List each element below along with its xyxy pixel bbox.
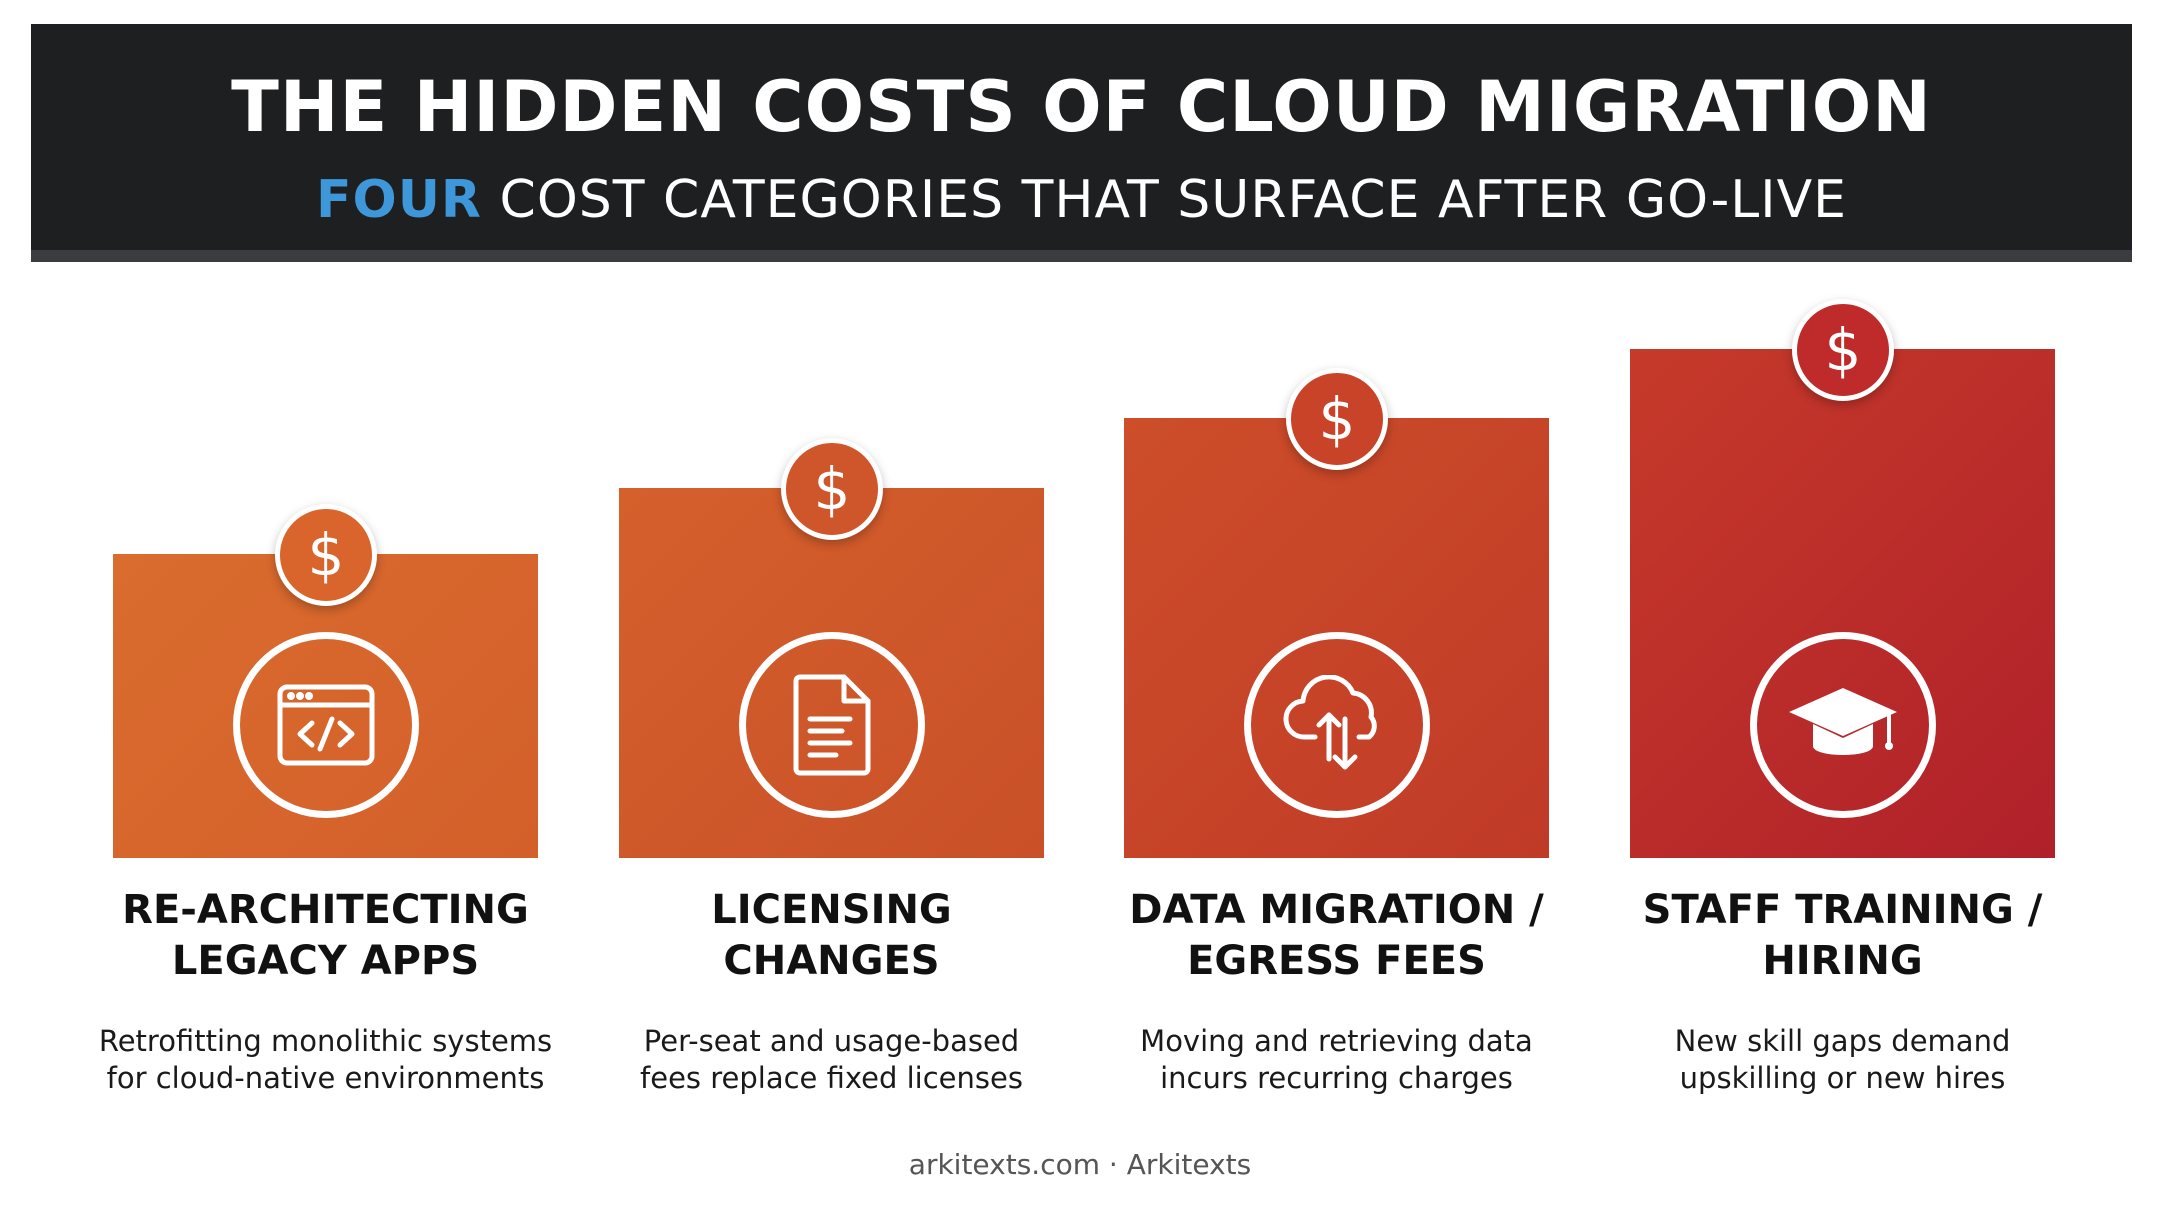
cost-bar-staff-training: $ bbox=[1630, 299, 2055, 858]
category-title-line: CHANGES bbox=[723, 938, 940, 984]
dollar-icon: $ bbox=[780, 438, 883, 540]
category-title: DATA MIGRATION / EGRESS FEES bbox=[1084, 885, 1589, 987]
category-label-staff-training: STAFF TRAINING / HIRING New skill gaps d… bbox=[1590, 885, 2095, 1097]
category-title-line: HIRING bbox=[1762, 938, 1923, 984]
category-title-line: LICENSING bbox=[711, 887, 952, 933]
dollar-icon: $ bbox=[274, 504, 377, 606]
category-label-data-migration: DATA MIGRATION / EGRESS FEES Moving and … bbox=[1084, 885, 1589, 1097]
cost-bar-licensing: $ bbox=[619, 438, 1044, 858]
dollar-icon: $ bbox=[1791, 299, 1894, 401]
cost-bar-data-migration: $ bbox=[1124, 368, 1549, 858]
category-description-line: Retrofitting monolithic systems bbox=[98, 1024, 553, 1058]
svg-text:$: $ bbox=[1318, 385, 1355, 453]
graduation-cap-icon bbox=[1749, 632, 1936, 818]
document-icon bbox=[738, 632, 925, 818]
svg-text:$: $ bbox=[813, 455, 850, 523]
category-title-line: RE-ARCHITECTING bbox=[122, 887, 529, 933]
category-description: Retrofitting monolithic systems for clou… bbox=[73, 1023, 578, 1097]
cost-bar-rearchitecting: $ bbox=[113, 504, 538, 858]
cloud-transfer-icon bbox=[1243, 632, 1430, 818]
category-label-licensing: LICENSING CHANGES Per-seat and usage-bas… bbox=[579, 885, 1084, 1097]
category-title: STAFF TRAINING / HIRING bbox=[1590, 885, 2095, 987]
page-subtitle: FOUR COST CATEGORIES THAT SURFACE AFTER … bbox=[31, 174, 2132, 226]
category-description-line: Per-seat and usage-based bbox=[643, 1024, 1020, 1058]
subtitle-rest: COST CATEGORIES THAT SURFACE AFTER GO-LI… bbox=[481, 170, 1847, 230]
header-banner: THE HIDDEN COSTS OF CLOUD MIGRATION FOUR… bbox=[31, 24, 2132, 262]
subtitle-accent: FOUR bbox=[315, 170, 482, 230]
category-description-line: for cloud-native environments bbox=[106, 1061, 545, 1095]
category-title-line: EGRESS FEES bbox=[1187, 938, 1486, 984]
category-title-line: LEGACY APPS bbox=[171, 938, 480, 984]
category-description-line: incurs recurring charges bbox=[1160, 1061, 1513, 1095]
category-description: Per-seat and usage-based fees replace fi… bbox=[579, 1023, 1084, 1097]
header-divider bbox=[31, 250, 2132, 262]
code-window-icon bbox=[232, 632, 419, 818]
category-title-line: DATA MIGRATION / bbox=[1129, 887, 1544, 933]
category-description-line: fees replace fixed licenses bbox=[640, 1061, 1023, 1095]
category-description-line: Moving and retrieving data bbox=[1140, 1024, 1533, 1058]
category-description-line: New skill gaps demand bbox=[1674, 1024, 2011, 1058]
svg-text:$: $ bbox=[1824, 316, 1861, 384]
category-description: New skill gaps demand upskilling or new … bbox=[1590, 1023, 2095, 1097]
dollar-icon: $ bbox=[1285, 368, 1388, 470]
page-title: THE HIDDEN COSTS OF CLOUD MIGRATION bbox=[231, 66, 1932, 148]
svg-text:$: $ bbox=[307, 521, 344, 589]
category-description-line: upskilling or new hires bbox=[1679, 1061, 2006, 1095]
category-title: RE-ARCHITECTING LEGACY APPS bbox=[73, 885, 578, 987]
footer-credit: arkitexts.com · Arkitexts bbox=[908, 1148, 1252, 1181]
category-title: LICENSING CHANGES bbox=[579, 885, 1084, 987]
category-description: Moving and retrieving data incurs recurr… bbox=[1084, 1023, 1589, 1097]
category-title-line: STAFF TRAINING / bbox=[1642, 887, 2043, 933]
category-label-rearchitecting: RE-ARCHITECTING LEGACY APPS Retrofitting… bbox=[73, 885, 578, 1097]
